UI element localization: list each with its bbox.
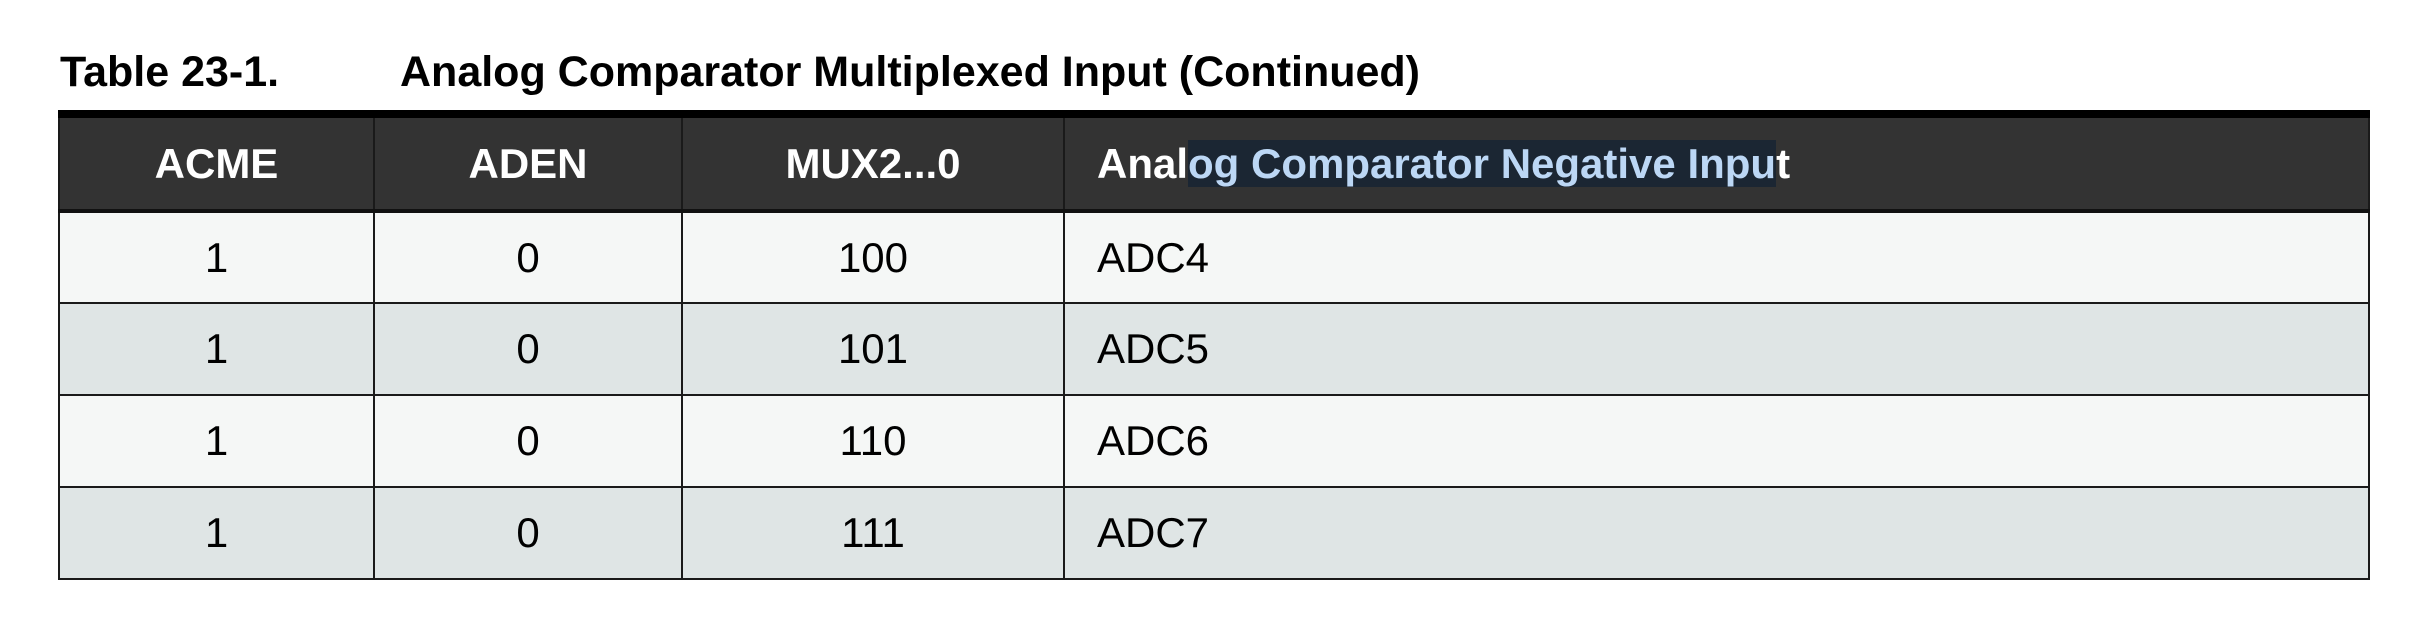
table-row: 1 0 110 ADC6: [59, 395, 2369, 487]
cell-mux: 111: [682, 487, 1064, 579]
table-body: 1 0 100 ADC4 1 0 101 ADC5 1 0 110 ADC6 1…: [59, 211, 2369, 579]
header-mux: MUX2...0: [682, 118, 1064, 211]
cell-input: ADC7: [1064, 487, 2369, 579]
header-acme: ACME: [59, 118, 374, 211]
cell-aden: 0: [374, 211, 682, 303]
cell-mux: 100: [682, 211, 1064, 303]
header-input-suffix: t: [1776, 140, 1790, 187]
cell-acme: 1: [59, 211, 374, 303]
header-row: ACME ADEN MUX2...0 Analog Comparator Neg…: [59, 118, 2369, 211]
cell-acme: 1: [59, 487, 374, 579]
mux-table: ACME ADEN MUX2...0 Analog Comparator Neg…: [58, 118, 2370, 580]
cell-acme: 1: [59, 395, 374, 487]
cell-mux: 110: [682, 395, 1064, 487]
mux-table-container: ACME ADEN MUX2...0 Analog Comparator Neg…: [58, 110, 2370, 580]
header-input-prefix: Anal: [1097, 140, 1188, 187]
cell-aden: 0: [374, 395, 682, 487]
cell-acme: 1: [59, 303, 374, 395]
header-negative-input[interactable]: Analog Comparator Negative Input: [1064, 118, 2369, 211]
header-aden: ADEN: [374, 118, 682, 211]
table-row: 1 0 100 ADC4: [59, 211, 2369, 303]
table-header: ACME ADEN MUX2...0 Analog Comparator Neg…: [59, 118, 2369, 211]
table-caption: Table 23-1. Analog Comparator Multiplexe…: [60, 42, 1420, 102]
cell-aden: 0: [374, 303, 682, 395]
cell-input: ADC4: [1064, 211, 2369, 303]
table-row: 1 0 111 ADC7: [59, 487, 2369, 579]
table-title: Analog Comparator Multiplexed Input (Con…: [400, 48, 1420, 97]
cell-mux: 101: [682, 303, 1064, 395]
table-row: 1 0 101 ADC5: [59, 303, 2369, 395]
table-number: Table 23-1.: [60, 48, 400, 97]
text-selection-highlight[interactable]: og Comparator Negative Inpu: [1188, 140, 1776, 187]
cell-aden: 0: [374, 487, 682, 579]
table-top-rule: [58, 110, 2370, 118]
cell-input: ADC6: [1064, 395, 2369, 487]
cell-input: ADC5: [1064, 303, 2369, 395]
